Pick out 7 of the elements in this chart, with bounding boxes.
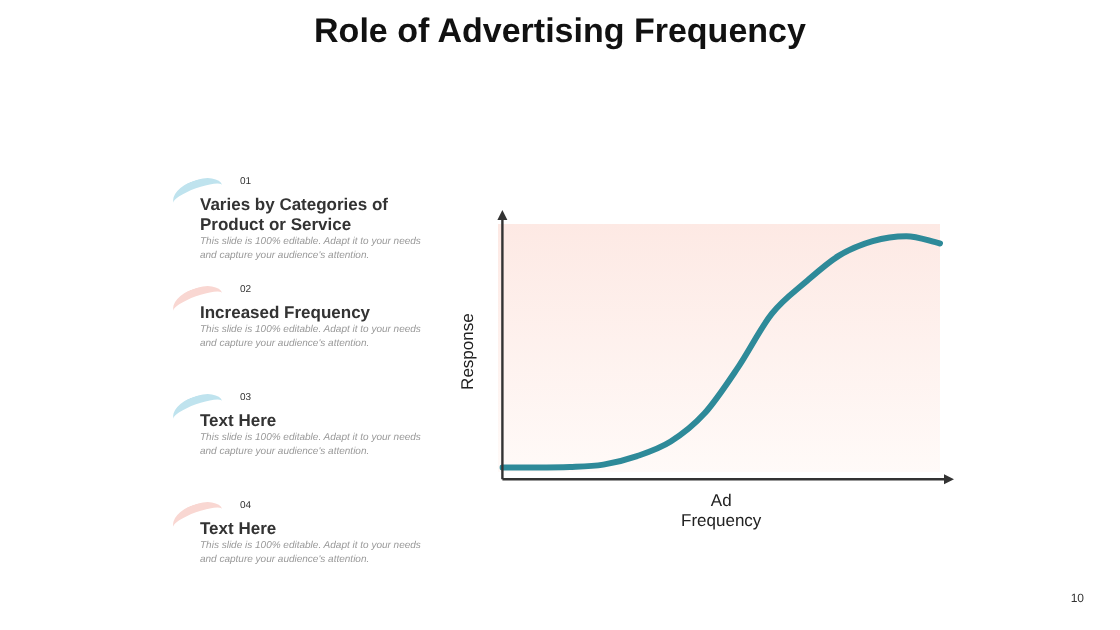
x-axis-title: Ad Frequency — [681, 490, 763, 531]
text: Varies by Categories of Product or Service — [200, 194, 391, 234]
text: Increased Frequency — [200, 302, 373, 322]
y-axis-title: Response — [456, 312, 477, 390]
text: Text Here — [200, 518, 279, 538]
text: Text Here — [200, 410, 279, 430]
chart-title: Role of Advertising Frequency — [312, 12, 808, 52]
